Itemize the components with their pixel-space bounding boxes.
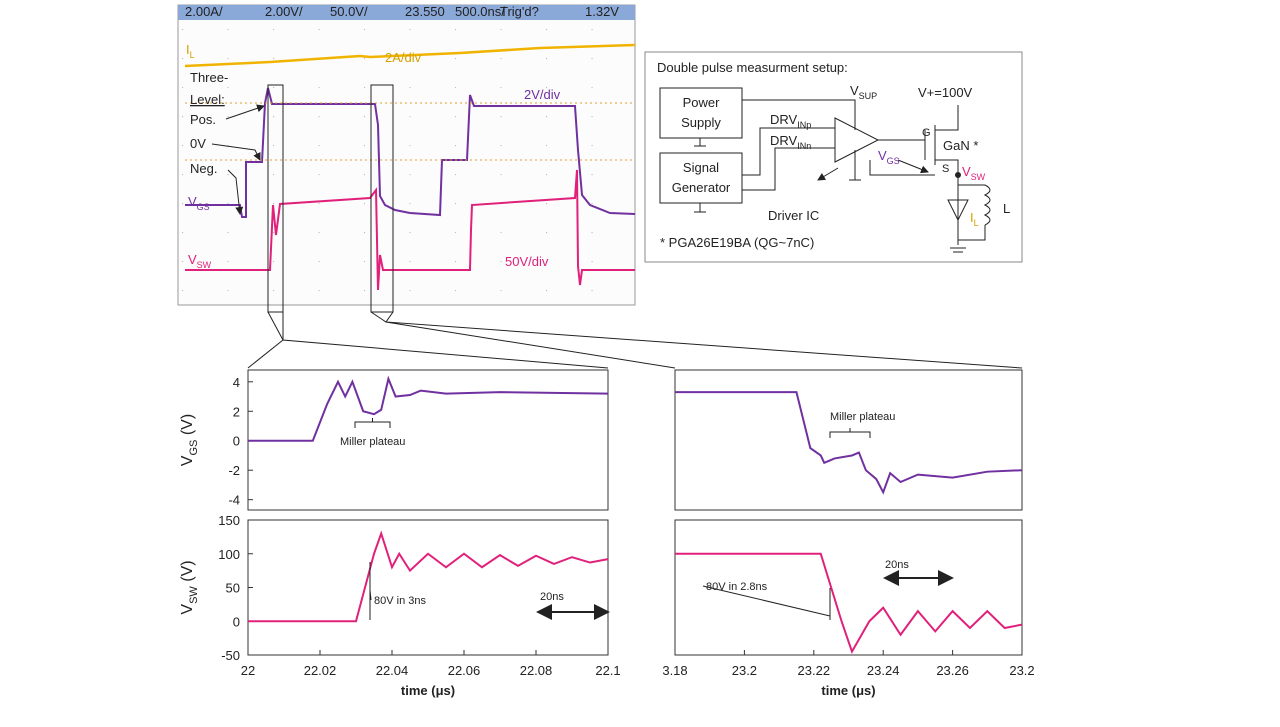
trace [675,391,1023,495]
y-axis-label: VGS (V) [179,414,200,466]
label: Supply [681,115,721,130]
circuit [644,51,1023,263]
x-tick-label: 22.08 [520,663,553,678]
x-tick-label: 22.02 [304,663,337,678]
scope-header [178,5,635,20]
label: DRVINn [770,133,811,151]
label: Three- [190,70,228,85]
x-tick-label: 22.04 [376,663,409,678]
label: 0V [190,136,206,151]
header-text: Trig'd? [500,4,539,19]
label: Generator [672,180,731,195]
y-axis-label-part: GS [188,440,200,456]
header-text: 2.00A/ [185,4,223,19]
x-tick-label: 23.2 [732,663,757,678]
x-tick-label: 23.22 [798,663,831,678]
label: Driver IC [768,208,819,223]
x-tick-label: 22.1 [595,663,620,678]
vsw-label: VSW [188,252,212,270]
label: VGS [878,148,900,166]
y-tick-label: 50 [226,581,240,596]
annotation: Miller plateau [340,436,405,448]
label: L [1003,201,1010,216]
y-axis-label-part: V [179,455,196,466]
trace [675,552,1023,655]
circuit-title: Double pulse measurment setup: [657,60,848,75]
zoom-box [370,84,394,313]
annotation-line [702,585,831,620]
y-tick-label: -50 [221,648,240,663]
y-axis-label-part: V [179,604,196,615]
il-scale: 2A/div [385,50,422,65]
y-tick-label: 100 [218,547,240,562]
plot-frame [247,519,609,656]
zoom-line [247,311,1023,369]
header-text: 500.0ns/ [455,4,505,19]
vgs-trace [185,87,636,218]
header-text: 1.32V [585,4,619,19]
x-tick-label: 22.06 [448,663,481,678]
y-tick-label: 4 [233,375,240,390]
scope: IL 2A/div Three- Level: Pos. 0V Neg. VGS… [177,4,1023,369]
header-text: 50.0V/ [330,4,368,19]
header-text: 23.550 [405,4,445,19]
bracket [354,418,391,428]
label: Level: [190,92,225,107]
x-axis-label: time (μs) [821,683,875,698]
annotation: 80V in 2.8ns [706,581,768,593]
label: Signal [683,160,719,175]
trace [248,530,609,623]
x-tick-label: 23.24 [867,663,900,678]
y-tick-label: 0 [233,434,240,449]
y-tick-label: 150 [218,513,240,528]
y-axis-label-part: (V) [179,414,196,440]
y-axis-label-part: SW [188,586,200,604]
y-tick-label: 0 [233,614,240,629]
il-trace [184,43,636,68]
label: VSUP [850,83,877,101]
bracket [829,428,871,438]
annotation-line [369,562,372,620]
label: DRVINp [770,112,811,130]
plot-frame [674,369,1023,511]
x-tick-label: 23.26 [936,663,969,678]
annotation: 20ns [540,591,564,603]
label: * PGA26E19BA (QG~7nC) [660,235,814,250]
y-tick-label: -2 [228,463,240,478]
label: Neg. [190,161,217,176]
vsw-trace [185,169,635,291]
x-tick-label: 3.18 [662,663,687,678]
trace [248,375,609,442]
zoom-box [267,84,284,313]
x-axis-label: time (μs) [401,683,455,698]
il-label: IL [186,42,195,60]
circuit-text: Double pulse measurment setup: Power Sup… [657,60,1010,250]
label: Power [683,95,721,110]
vsw-scale: 50V/div [505,254,549,269]
x-tick-label: 23.2 [1009,663,1034,678]
vgs-label: VGS [188,194,210,212]
header-text: 2.00V/ [265,4,303,19]
vgs-scale: 2V/div [524,87,561,102]
label: VSW [962,164,986,182]
plot-frame [674,519,1023,656]
label: Pos. [190,112,216,127]
annotation: 20ns [885,559,909,571]
label: G [922,127,931,139]
y-axis-label: VSW (V) [179,560,200,614]
label: S [942,163,949,175]
annotation: 80V in 3ns [374,595,426,607]
x-tick-label: 22 [241,663,255,678]
label: V+=100V [918,85,973,100]
y-axis-label-part: (V) [179,560,196,586]
y-tick-label: -4 [228,493,240,508]
annotation: Miller plateau [830,411,895,423]
y-tick-label: 2 [233,404,240,419]
label: GaN * [943,138,978,153]
label: IL [970,210,979,228]
